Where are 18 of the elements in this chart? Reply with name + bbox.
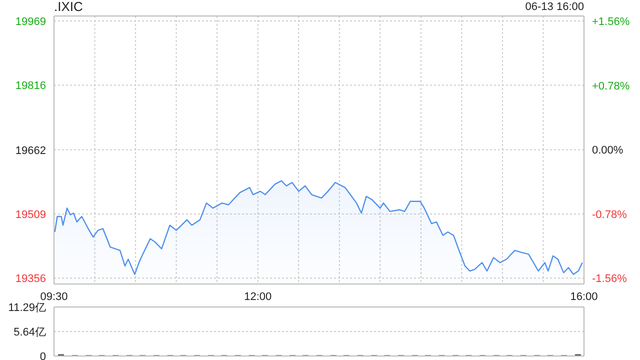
x-tick-label: 12:00 <box>244 290 272 303</box>
y-tick-label: 11.29亿 <box>8 302 46 314</box>
y-tick-label: 19662 <box>15 144 46 157</box>
y2-tick-label: -0.78% <box>592 208 628 221</box>
y2-tick-label: +0.78% <box>592 80 630 92</box>
y-tick-label: 5.64亿 <box>14 326 46 338</box>
y-tick-label: 19356 <box>15 273 46 286</box>
y2-tick-label: +1.56% <box>592 16 630 28</box>
y-tick-label: 19509 <box>15 208 46 221</box>
y2-tick-label: 0.00% <box>592 144 624 157</box>
y-tick-label: 19969 <box>15 16 46 28</box>
chart-subtitle: 06-13 16:00 <box>525 1 584 14</box>
x-tick-label: 09:30 <box>40 290 68 303</box>
y-tick-label: 0 <box>40 350 46 360</box>
chart-title: .IXIC <box>54 0 83 14</box>
y2-tick-label: -1.56% <box>592 273 628 286</box>
x-tick-label: 16:00 <box>570 290 598 303</box>
y-tick-label: 19816 <box>15 80 46 92</box>
